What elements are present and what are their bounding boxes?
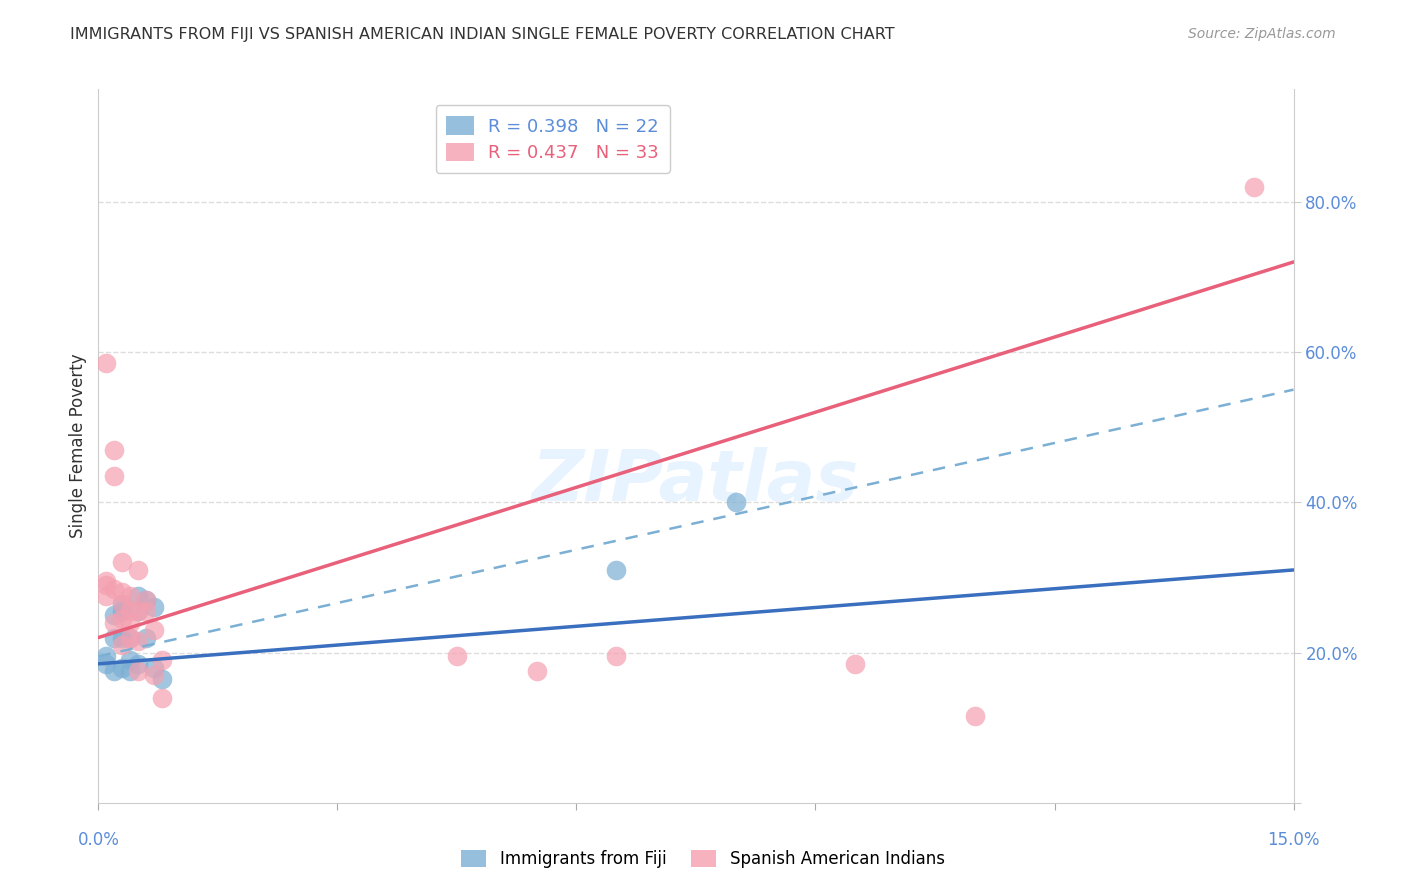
Point bbox=[111, 660, 134, 674]
Point bbox=[120, 653, 142, 667]
Point bbox=[605, 563, 627, 577]
Point bbox=[120, 631, 142, 645]
Point bbox=[111, 597, 134, 611]
Point bbox=[111, 556, 134, 570]
Point bbox=[135, 593, 157, 607]
Point bbox=[96, 356, 118, 370]
Point bbox=[143, 600, 166, 615]
Point bbox=[120, 589, 142, 603]
Point bbox=[150, 690, 173, 705]
Point bbox=[446, 649, 468, 664]
Point bbox=[963, 709, 986, 723]
Point bbox=[96, 574, 118, 589]
Point bbox=[605, 649, 627, 664]
Point bbox=[127, 657, 149, 671]
Point bbox=[1243, 179, 1265, 194]
Point bbox=[120, 631, 142, 645]
Point bbox=[103, 631, 125, 645]
Text: IMMIGRANTS FROM FIJI VS SPANISH AMERICAN INDIAN SINGLE FEMALE POVERTY CORRELATIO: IMMIGRANTS FROM FIJI VS SPANISH AMERICAN… bbox=[70, 27, 896, 42]
Point bbox=[127, 665, 149, 679]
Point bbox=[103, 469, 125, 483]
Point bbox=[150, 653, 173, 667]
Point bbox=[96, 649, 118, 664]
Text: ZIPatlas: ZIPatlas bbox=[533, 447, 859, 516]
Text: 15.0%: 15.0% bbox=[1267, 831, 1320, 849]
Legend: Immigrants from Fiji, Spanish American Indians: Immigrants from Fiji, Spanish American I… bbox=[454, 843, 952, 875]
Point bbox=[724, 495, 747, 509]
Point bbox=[103, 442, 125, 457]
Text: 0.0%: 0.0% bbox=[77, 831, 120, 849]
Point bbox=[120, 665, 142, 679]
Point bbox=[135, 604, 157, 618]
Point bbox=[127, 604, 149, 618]
Point bbox=[150, 672, 173, 686]
Point bbox=[127, 563, 149, 577]
Point bbox=[135, 593, 157, 607]
Point bbox=[127, 634, 149, 648]
Point bbox=[135, 631, 157, 645]
Point bbox=[111, 631, 134, 645]
Point bbox=[111, 604, 134, 618]
Legend: R = 0.398   N = 22, R = 0.437   N = 33: R = 0.398 N = 22, R = 0.437 N = 33 bbox=[436, 105, 669, 173]
Point bbox=[103, 615, 125, 630]
Point bbox=[127, 589, 149, 603]
Point bbox=[120, 615, 142, 630]
Point bbox=[96, 657, 118, 671]
Point bbox=[120, 604, 142, 618]
Point bbox=[143, 668, 166, 682]
Y-axis label: Single Female Poverty: Single Female Poverty bbox=[69, 354, 87, 538]
Point bbox=[143, 660, 166, 674]
Point bbox=[111, 612, 134, 626]
Point bbox=[111, 585, 134, 599]
Point bbox=[844, 657, 866, 671]
Point bbox=[96, 589, 118, 603]
Point bbox=[103, 665, 125, 679]
Point bbox=[103, 607, 125, 622]
Point bbox=[103, 582, 125, 596]
Point bbox=[96, 578, 118, 592]
Point bbox=[111, 638, 134, 652]
Point bbox=[111, 597, 134, 611]
Point bbox=[526, 665, 548, 679]
Text: Source: ZipAtlas.com: Source: ZipAtlas.com bbox=[1188, 27, 1336, 41]
Point bbox=[127, 604, 149, 618]
Point bbox=[143, 623, 166, 637]
